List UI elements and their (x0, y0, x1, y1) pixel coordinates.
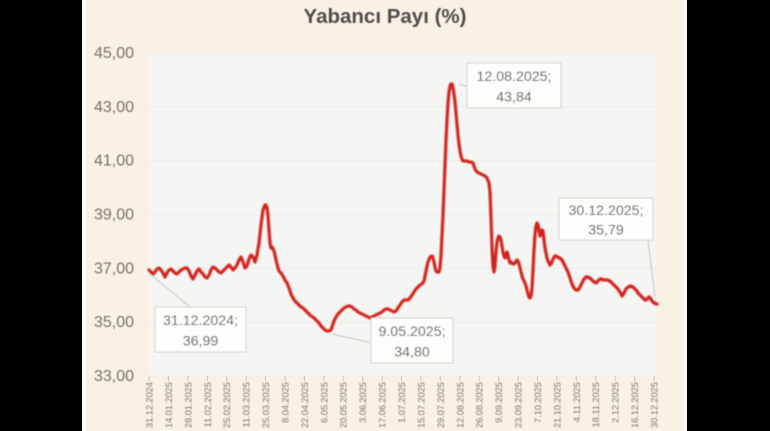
svg-text:15.07.2025: 15.07.2025 (416, 382, 426, 428)
svg-text:34,80: 34,80 (394, 345, 430, 361)
svg-text:4.11.2025: 4.11.2025 (572, 382, 582, 422)
svg-text:18.11.2025: 18.11.2025 (591, 382, 601, 427)
svg-text:11.02.2025: 11.02.2025 (203, 382, 213, 427)
svg-text:33,00: 33,00 (94, 368, 134, 385)
svg-text:1.07.2025: 1.07.2025 (397, 382, 407, 423)
svg-text:17.06.2025: 17.06.2025 (378, 382, 388, 428)
svg-text:3.06.2025: 3.06.2025 (358, 382, 368, 423)
svg-text:12.08.2025: 12.08.2025 (455, 382, 465, 428)
svg-text:14.01.2025: 14.01.2025 (164, 382, 174, 428)
svg-text:28.01.2025: 28.01.2025 (183, 382, 193, 428)
svg-text:2.12.2025: 2.12.2025 (611, 382, 621, 423)
svg-text:36,99: 36,99 (183, 334, 219, 350)
svg-text:45,00: 45,00 (94, 45, 134, 62)
svg-text:25.02.2025: 25.02.2025 (222, 382, 232, 428)
svg-text:31.12.2024;: 31.12.2024; (163, 313, 238, 329)
svg-text:25.03.2025: 25.03.2025 (261, 382, 271, 428)
svg-text:22.04.2025: 22.04.2025 (300, 382, 310, 428)
svg-text:9.05.2025;: 9.05.2025; (378, 324, 445, 340)
svg-text:9.09.2025: 9.09.2025 (494, 382, 504, 423)
svg-text:30.12.2025;: 30.12.2025; (569, 203, 644, 219)
svg-text:37,00: 37,00 (94, 260, 134, 277)
svg-text:26.08.2025: 26.08.2025 (475, 382, 485, 428)
svg-text:7.10.2025: 7.10.2025 (533, 382, 543, 423)
svg-text:6.05.2025: 6.05.2025 (319, 382, 329, 423)
svg-text:43,84: 43,84 (496, 90, 532, 106)
svg-text:21.10.2025: 21.10.2025 (552, 382, 562, 428)
svg-text:39,00: 39,00 (94, 207, 134, 224)
svg-text:30.12.2025: 30.12.2025 (650, 382, 660, 428)
svg-text:8.04.2025: 8.04.2025 (281, 382, 291, 423)
svg-text:41,00: 41,00 (94, 153, 134, 170)
svg-text:11.03.2025: 11.03.2025 (242, 382, 252, 427)
svg-text:35,00: 35,00 (94, 314, 134, 331)
svg-text:31.12.2024: 31.12.2024 (145, 382, 155, 428)
svg-text:23.09.2025: 23.09.2025 (514, 382, 524, 428)
svg-text:Yabancı Payı (%): Yabancı Payı (%) (304, 5, 467, 28)
svg-text:12.08.2025;: 12.08.2025; (477, 69, 552, 85)
svg-text:43,00: 43,00 (94, 99, 134, 116)
svg-text:16.12.2025: 16.12.2025 (630, 382, 640, 428)
svg-text:35,79: 35,79 (588, 222, 624, 238)
svg-text:20.05.2025: 20.05.2025 (339, 382, 349, 428)
svg-text:29.07.2025: 29.07.2025 (436, 382, 446, 428)
